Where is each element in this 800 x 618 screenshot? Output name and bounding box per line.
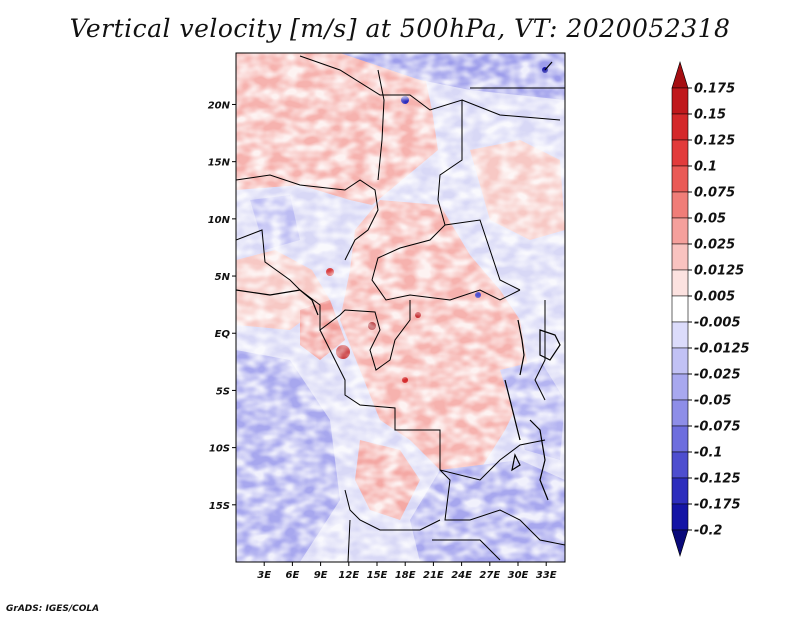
lat-tick-label: EQ [215,329,231,340]
colorbar-segment [671,295,689,323]
colorbar-label: 0.1 [694,160,717,175]
colorbar-segment [671,425,689,453]
colorbar-segment [671,139,689,167]
grads-credit: GrADS: IGES/COLA [6,604,100,614]
lat-tick-label: 10N [208,215,231,226]
lon-tick-label: 30E [508,570,529,581]
lon-tick-label: 33E [536,570,557,581]
colorbar-label: 0.15 [694,108,726,123]
lat-tick-label: 15N [208,158,231,169]
lat-tick-label: 10S [209,444,230,455]
colorbar-label: -0.125 [694,472,741,487]
colorbar-label: 0.125 [694,134,735,149]
colorbar-label: -0.075 [694,420,741,435]
colorbar-segment [671,60,689,89]
colorbar-segment [671,191,689,219]
colorbar-label: 0.075 [694,186,735,201]
colorbar: 0.175 0.15 0.125 0.1 0.075 0.05 0.025 0.0125 0.0… [671,60,750,558]
colorbar-label: -0.025 [694,368,741,383]
colorbar-segment [671,165,689,193]
colorbar-label: 0.025 [694,238,735,253]
colorbar-label: 0.05 [694,212,726,227]
colorbar-segment [671,477,689,505]
colorbar-label: 0.175 [694,82,735,97]
colorbar-label: -0.005 [694,316,741,331]
coastlines-lakes [236,61,561,501]
colorbar-segment [671,347,689,375]
colorbar-label: -0.175 [694,498,741,513]
colorbar-segment [671,269,689,297]
lon-tick-label: 6E [286,570,300,581]
lat-tick-label: 15S [209,501,230,512]
lon-tick-label: 27E [479,570,500,581]
colorbar-segment [671,113,689,141]
colorbar-label: 0.0125 [694,264,744,279]
colorbar-segment [671,217,689,245]
velocity-speckle-texture [236,53,565,562]
colorbar-segment [671,87,689,115]
colorbar-segment [671,243,689,271]
colorbar-label: -0.2 [694,524,722,539]
colorbar-label: 0.005 [694,290,735,305]
map-plot-area [236,53,565,562]
colorbar-segment [671,451,689,479]
colorbar-label: -0.05 [694,394,731,409]
lat-tick-label: 20N [208,100,231,111]
lon-tick-label: 24E [451,570,472,581]
lon-tick-label: 15E [367,570,388,581]
colorbar-segment [671,373,689,401]
lon-tick-label: 3E [257,570,271,581]
colorbar-label: -0.0125 [694,342,750,357]
colorbar-segment [671,399,689,427]
longitude-axis: 3E 6E 9E 12E 15E 18E 21E 24E 27E 30E 33E [257,562,557,581]
colorbar-segment [671,503,689,531]
map-title: Vertical velocity [m/s] at 500hPa, VT: 2… [69,14,731,43]
lon-tick-label: 18E [395,570,416,581]
lat-tick-label: 5N [215,272,231,283]
colorbar-segment [671,321,689,349]
plot-frame [235,52,566,563]
lon-tick-label: 21E [423,570,444,581]
latitude-axis: 20N 15N 10N 5N EQ 5S 10S 15S [208,100,236,512]
colorbar-label: -0.1 [694,446,722,461]
country-borders [236,55,565,562]
colorbar-segment [671,529,689,558]
lon-tick-label: 12E [338,570,359,581]
lon-tick-label: 9E [314,570,328,581]
lat-tick-label: 5S [216,386,230,397]
